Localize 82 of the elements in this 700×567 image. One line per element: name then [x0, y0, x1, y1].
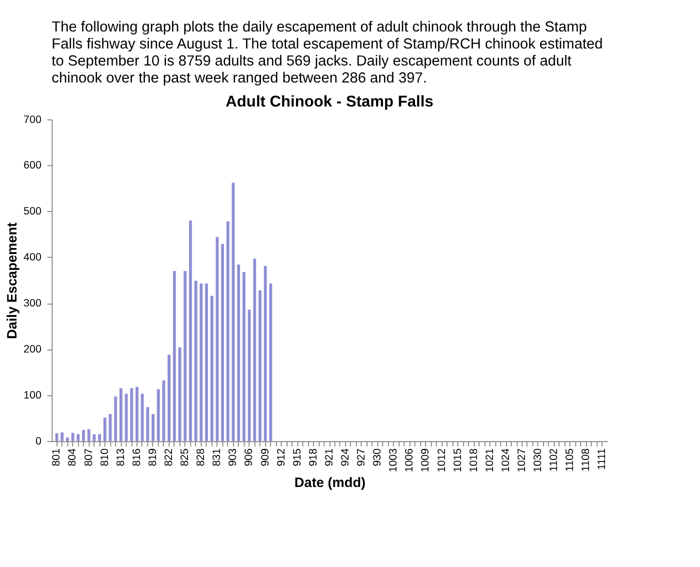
bar	[189, 220, 192, 442]
x-tick-label: 1006	[404, 448, 416, 472]
x-axis-title: Date (mdd)	[294, 474, 366, 490]
bar	[156, 389, 160, 442]
x-tick-label: 909	[259, 448, 272, 466]
x-tick-label: 819	[146, 448, 159, 466]
x-tick-label: 930	[372, 448, 384, 466]
bar	[98, 434, 102, 442]
y-tick-label: 0	[35, 436, 42, 448]
bar	[87, 429, 90, 442]
bar	[146, 407, 150, 442]
x-tick-label: 1003	[388, 448, 400, 472]
bar	[194, 280, 198, 442]
x-tick-label: 1012	[436, 448, 448, 472]
bar	[253, 258, 256, 442]
y-tick-label: 300	[24, 298, 42, 310]
bar	[119, 388, 122, 442]
y-tick-label: 200	[24, 344, 42, 356]
bar	[200, 283, 203, 442]
x-tick-label: 927	[356, 448, 368, 466]
text: The following graph plots the daily escapement of adult chinook through the Stamp Falls fishway since August 1. The total escapement of Stamp/RCH chinook estimated to September 10 is 8759 adults and 569 jacks. Daily escapement counts of adult chinook over the past week ranged between 286 and 397.	[52, 19, 603, 87]
y-tick-label: 400	[24, 252, 42, 264]
x-tick-label: 918	[307, 448, 320, 466]
x-tick-label: 1102	[548, 448, 560, 472]
y-tick-label: 700	[24, 114, 42, 126]
x-tick-label: 1009	[420, 448, 432, 472]
bar	[269, 283, 272, 442]
bar	[205, 283, 208, 442]
x-tick-label: 1015	[452, 448, 464, 472]
x-tick-label: 921	[323, 448, 336, 466]
x-tick-label: 828	[195, 448, 208, 466]
bar	[71, 432, 74, 442]
bar	[248, 310, 251, 442]
x-tick-label: 816	[130, 448, 143, 466]
bar	[184, 271, 187, 442]
x-tick-label: 831	[211, 448, 224, 466]
y-tick-label: 100	[24, 390, 42, 402]
bar	[226, 221, 230, 442]
x-tick-label: 903	[227, 448, 240, 466]
y-tick-label: 500	[24, 206, 42, 218]
x-tick-label: 1108	[580, 448, 592, 472]
bar	[258, 290, 262, 442]
x-tick-label: 825	[179, 448, 192, 466]
bar	[92, 434, 96, 442]
x-tick-label: 813	[114, 448, 127, 466]
bar	[140, 394, 144, 442]
bar	[152, 414, 154, 442]
x-tick-label: 1105	[564, 448, 576, 472]
bar	[130, 388, 134, 442]
x-tick-label: 906	[243, 448, 256, 466]
bar	[168, 354, 171, 442]
bar	[136, 386, 138, 442]
x-tick-label: 1024	[500, 448, 512, 472]
chart-title: Adult Chinook - Stamp Falls	[226, 94, 434, 111]
bar	[216, 237, 219, 442]
bar	[82, 430, 85, 442]
y-tick-label: 600	[24, 160, 42, 172]
bar	[264, 266, 267, 442]
y-axis-title: Daily Escapement	[4, 222, 20, 340]
x-tick-label: 1111	[596, 448, 608, 470]
x-tick-label: 1030	[532, 448, 544, 472]
x-tick-label: 1027	[516, 448, 528, 472]
x-tick-label: 1018	[468, 448, 480, 472]
x-tick-label: 924	[339, 448, 352, 466]
bar	[172, 271, 176, 442]
x-tick-label: 807	[82, 448, 95, 466]
bar	[103, 418, 106, 442]
bar	[60, 432, 64, 442]
bar	[66, 437, 69, 442]
x-tick-label: 804	[66, 448, 79, 466]
x-tick-label: 1021	[484, 448, 496, 472]
bar	[242, 272, 246, 442]
bar	[76, 434, 80, 442]
x-tick-label: 915	[291, 448, 304, 466]
bar	[210, 296, 214, 442]
x-tick-label: 822	[162, 448, 175, 466]
x-tick-label: 801	[50, 448, 63, 466]
x-tick-label: 912	[275, 448, 288, 466]
bar	[114, 396, 118, 442]
x-tick-label: 810	[98, 448, 111, 466]
bar	[221, 244, 224, 442]
bar	[237, 264, 240, 442]
